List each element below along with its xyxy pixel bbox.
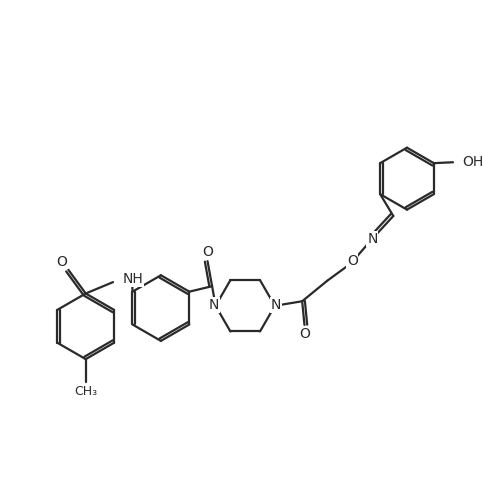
Text: O: O xyxy=(56,255,67,269)
Text: O: O xyxy=(202,245,213,259)
Text: CH₃: CH₃ xyxy=(74,385,97,398)
Text: N: N xyxy=(271,298,282,312)
Text: N: N xyxy=(367,232,378,246)
Text: O: O xyxy=(299,327,310,341)
Text: O: O xyxy=(347,254,358,268)
Text: NH: NH xyxy=(122,272,143,286)
Text: N: N xyxy=(209,298,219,312)
Text: OH: OH xyxy=(462,155,483,169)
